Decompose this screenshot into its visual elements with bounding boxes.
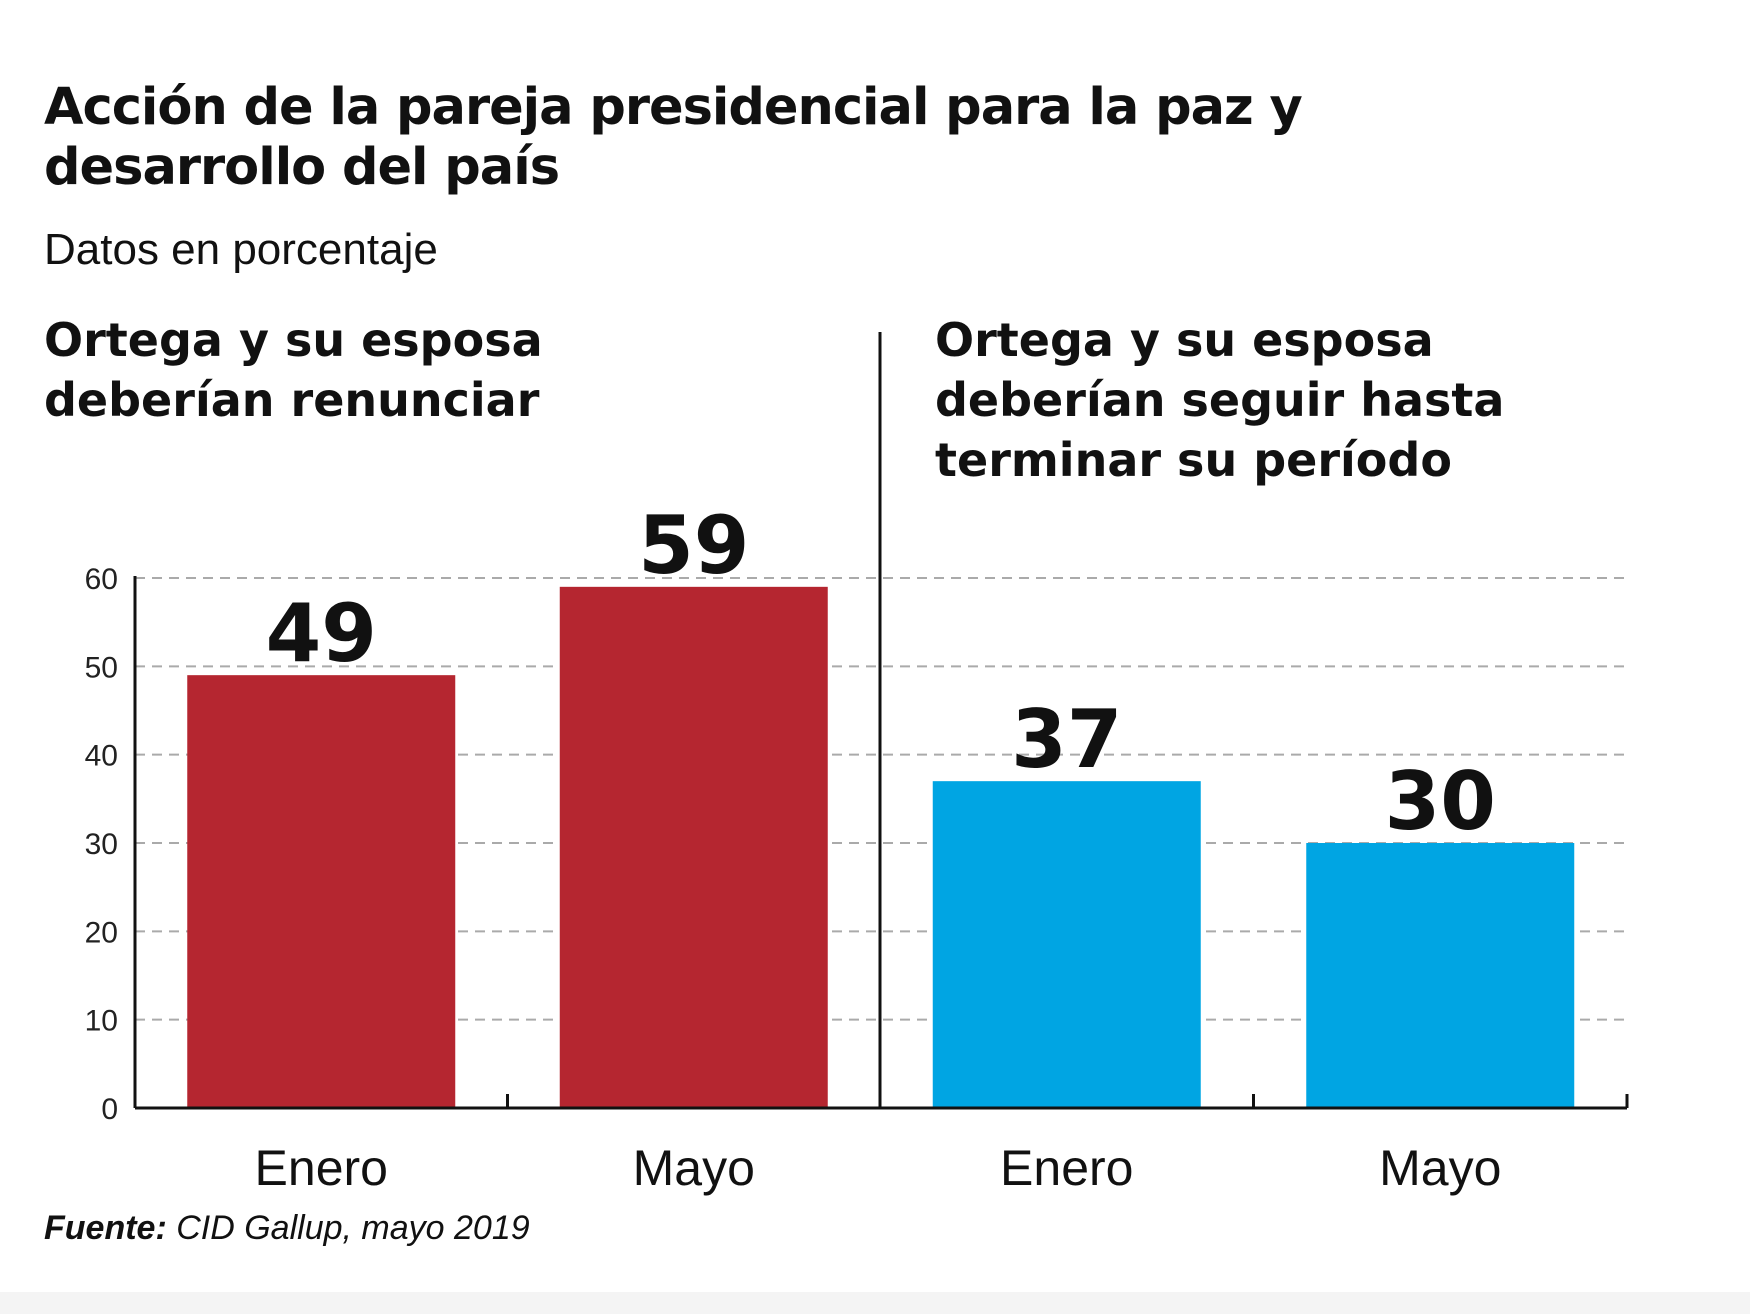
source-note: Fuente: CID Gallup, mayo 2019 [44, 1206, 530, 1250]
x-tick-label: Enero [255, 1140, 388, 1196]
x-tick-label: Enero [1000, 1140, 1133, 1196]
chart-subtitle: Datos en porcentaje [44, 225, 438, 274]
y-tick-label: 60 [85, 563, 118, 596]
value-labels: 49 59 37 30 [266, 499, 1496, 848]
panel-heading-seguir: Ortega y su esposa deberían seguir hasta… [935, 313, 1505, 487]
x-tick-label: Mayo [1379, 1140, 1501, 1196]
y-tick-label: 10 [85, 1005, 118, 1038]
chart-title: Acción de la pareja presidencial para la… [44, 78, 1303, 197]
value-label: 37 [1011, 693, 1122, 786]
source-label: Fuente: [44, 1209, 167, 1247]
source-text: CID Gallup, mayo 2019 [176, 1209, 530, 1247]
y-tick-label: 40 [85, 740, 118, 773]
y-tick-label: 50 [85, 651, 118, 684]
bar-seguir-mayo [1306, 843, 1575, 1108]
bar-renunciar-mayo [559, 586, 828, 1108]
x-axis: Enero Mayo Enero Mayo [135, 1094, 1629, 1196]
y-tick-label: 20 [85, 916, 118, 949]
y-tick-label: 30 [85, 828, 118, 861]
bar-seguir-enero [932, 781, 1201, 1108]
x-tick-label: Mayo [633, 1140, 755, 1196]
y-tick-label: 0 [101, 1093, 118, 1126]
y-axis: 0 10 20 30 40 50 60 [85, 332, 882, 1126]
bar-renunciar-enero [187, 675, 456, 1108]
value-label: 49 [266, 587, 377, 680]
panel-heading-renunciar: Ortega y su esposa deberían renunciar [44, 313, 543, 427]
bars [187, 586, 1575, 1108]
value-label: 59 [638, 499, 749, 592]
value-label: 30 [1385, 755, 1496, 848]
